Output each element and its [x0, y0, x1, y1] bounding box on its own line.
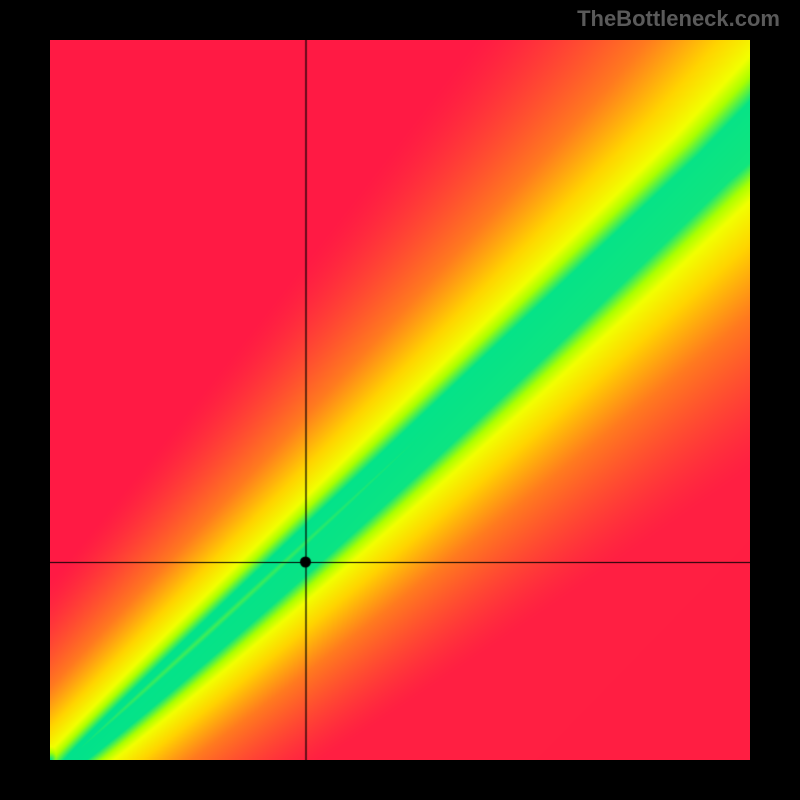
bottleneck-heatmap	[50, 40, 750, 760]
attribution-text: TheBottleneck.com	[577, 6, 780, 32]
heatmap-canvas	[50, 40, 750, 760]
